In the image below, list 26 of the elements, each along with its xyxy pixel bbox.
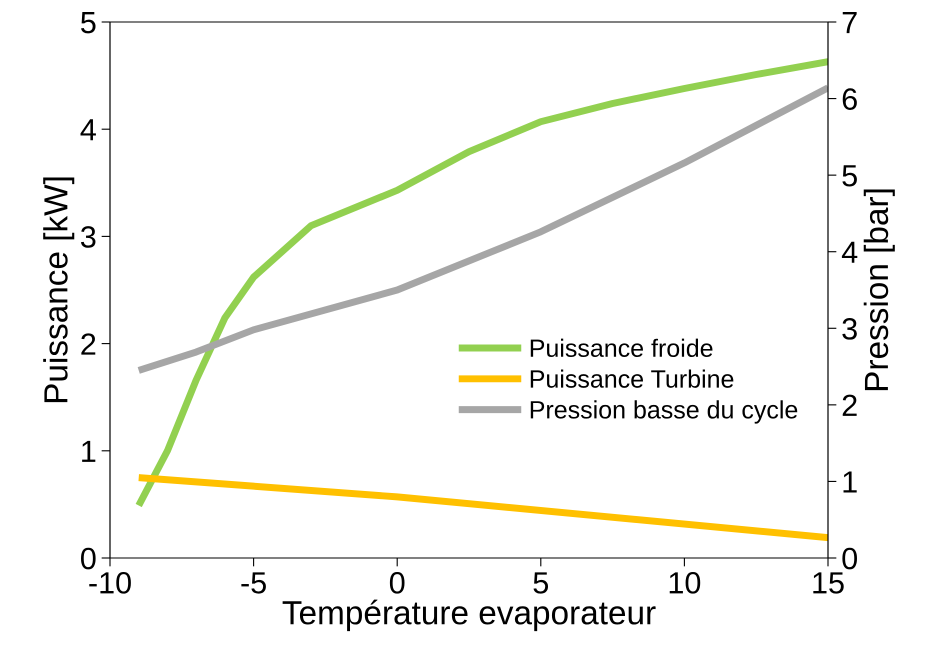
- y-tick-label: 0: [81, 548, 96, 570]
- x-tick-label: 10: [670, 572, 700, 594]
- y-tick-label: 2: [81, 333, 96, 355]
- x-axis-title: Température evaporateur: [282, 600, 656, 632]
- y2-axis-title: Pression [bar]: [864, 190, 895, 390]
- y2-tick-label: 1: [844, 471, 857, 492]
- y-tick-label: 1: [82, 440, 96, 462]
- y-tick-label: 4: [80, 119, 96, 140]
- legend-label: Puissance Turbine: [530, 369, 734, 388]
- x-tick-label: -5: [241, 572, 266, 594]
- y2-tick-label: 3: [842, 318, 857, 340]
- y-tick-label: 3: [80, 226, 96, 248]
- legend-label: Pression basse du cycle: [530, 400, 798, 424]
- y2-tick-label: 4: [842, 242, 858, 263]
- x-tick-label: 0: [390, 572, 404, 594]
- x-tick-label: 15: [813, 572, 844, 594]
- y-axis-title: Puissance [kW]: [43, 178, 74, 402]
- y2-tick-label: 6: [842, 88, 857, 110]
- x-tick-label: 5: [534, 572, 548, 594]
- y2-tick-label: 7: [842, 12, 857, 34]
- y2-tick-label: 0: [842, 548, 857, 570]
- y2-tick-label: 2: [842, 394, 857, 416]
- legend-label: Puissance froide: [530, 338, 712, 358]
- x-tick-label: -10: [89, 572, 131, 594]
- y-tick-label: 5: [81, 12, 96, 34]
- y2-tick-label: 5: [842, 165, 857, 187]
